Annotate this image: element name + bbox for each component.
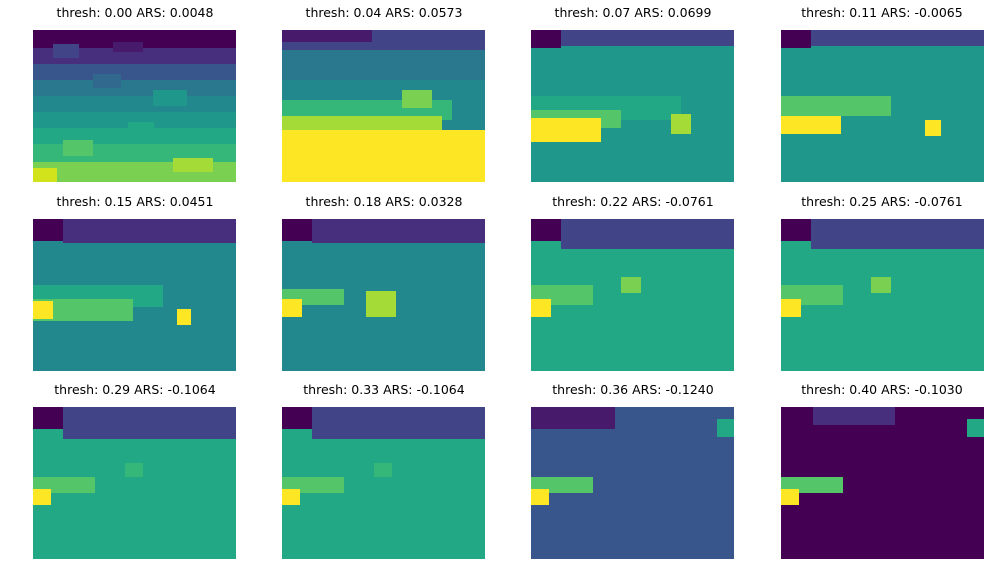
segmentation-panel-11 (531, 407, 734, 559)
segmentation-panel-7 (531, 219, 734, 371)
region-yellow (282, 489, 300, 505)
region-top-left (33, 407, 63, 429)
region-top (312, 219, 485, 243)
panel-11-image (531, 407, 734, 559)
patch-a (374, 463, 392, 477)
patch-a (671, 114, 691, 134)
region-top-left (531, 219, 561, 241)
panel-title-11: thresh: 0.36 ARS: -0.1240 (552, 382, 714, 397)
panel-title-4: thresh: 0.11 ARS: -0.0065 (801, 5, 963, 20)
region-yellow (781, 299, 801, 317)
panel-title-12: thresh: 0.40 ARS: -0.1030 (801, 382, 963, 397)
region-top (561, 219, 734, 249)
region-yellow (781, 116, 841, 134)
patch-a (402, 90, 432, 108)
patch-a (621, 277, 641, 293)
patch-2 (113, 42, 143, 52)
panel-title-8: thresh: 0.25 ARS: -0.0761 (801, 194, 963, 209)
region-top (561, 30, 734, 46)
patch-a (925, 120, 941, 136)
region-yellow (781, 489, 799, 505)
panel-title-6: thresh: 0.18 ARS: 0.0328 (305, 194, 463, 209)
patch-a (871, 277, 891, 293)
region-top-left (531, 30, 561, 48)
segmentation-panel-5 (33, 219, 236, 371)
panel-title-7: thresh: 0.22 ARS: -0.0761 (552, 194, 714, 209)
patch-a (177, 309, 191, 325)
region-green (33, 299, 133, 321)
segmentation-panel-8 (781, 219, 984, 371)
region-top-left (282, 407, 312, 429)
panel-7-image (531, 219, 734, 371)
segmentation-panel-10 (282, 407, 485, 559)
region-mid (781, 96, 891, 116)
panel-2-image (282, 30, 485, 182)
region-top (813, 407, 895, 425)
region-yellow (531, 299, 551, 317)
patch-a (125, 463, 143, 477)
region-yellow (33, 489, 51, 505)
segmentation-panel-12 (781, 407, 984, 559)
region-yellow (531, 118, 601, 142)
patch-8 (33, 168, 57, 182)
panel-4-image (781, 30, 984, 182)
panel-title-2: thresh: 0.04 ARS: 0.0573 (305, 5, 463, 20)
panel-8-image (781, 219, 984, 371)
segmentation-panel-4 (781, 30, 984, 182)
panel-title-5: thresh: 0.15 ARS: 0.0451 (56, 194, 214, 209)
panel-title-3: thresh: 0.07 ARS: 0.0699 (554, 5, 712, 20)
band-1 (33, 30, 236, 52)
region-top (312, 407, 485, 439)
region-top-dark (282, 30, 372, 42)
region-yellow (33, 301, 53, 319)
patch-3 (93, 74, 121, 88)
region-top (63, 219, 236, 243)
region-top-left (33, 219, 63, 241)
region-top-left (531, 407, 615, 429)
segmentation-panel-1 (33, 30, 236, 182)
patch-4 (153, 90, 187, 106)
band-2 (33, 48, 236, 68)
panel-5-image (33, 219, 236, 371)
region-top-left (781, 30, 811, 48)
segmentation-panel-9 (33, 407, 236, 559)
patch-1 (53, 44, 79, 58)
region-mid (282, 50, 485, 80)
panel-title-10: thresh: 0.33 ARS: -0.1064 (303, 382, 465, 397)
region-top (811, 30, 984, 46)
patch-a (967, 419, 984, 437)
patch-a (717, 419, 734, 437)
region-yellow (531, 489, 549, 505)
region-top-left (781, 219, 811, 241)
region-light (282, 116, 442, 132)
region-top (811, 219, 984, 249)
segmentation-panel-2 (282, 30, 485, 182)
panel-1-image (33, 30, 236, 182)
panel-9-image (33, 407, 236, 559)
panel-6-image (282, 219, 485, 371)
panel-10-image (282, 407, 485, 559)
panel-12-image (781, 407, 984, 559)
patch-a (366, 291, 396, 317)
panel-3-image (531, 30, 734, 182)
band-3 (33, 64, 236, 84)
segmentation-panel-6 (282, 219, 485, 371)
panel-title-9: thresh: 0.29 ARS: -0.1064 (54, 382, 216, 397)
region-top (63, 407, 236, 439)
region-bottom-yellow (282, 130, 485, 182)
segmentation-panel-3 (531, 30, 734, 182)
patch-7 (128, 122, 154, 136)
panel-title-1: thresh: 0.00 ARS: 0.0048 (56, 5, 214, 20)
patch-6 (173, 158, 213, 172)
region-top-left (282, 219, 312, 241)
region-yellow (282, 299, 302, 317)
patch-5 (63, 140, 93, 156)
